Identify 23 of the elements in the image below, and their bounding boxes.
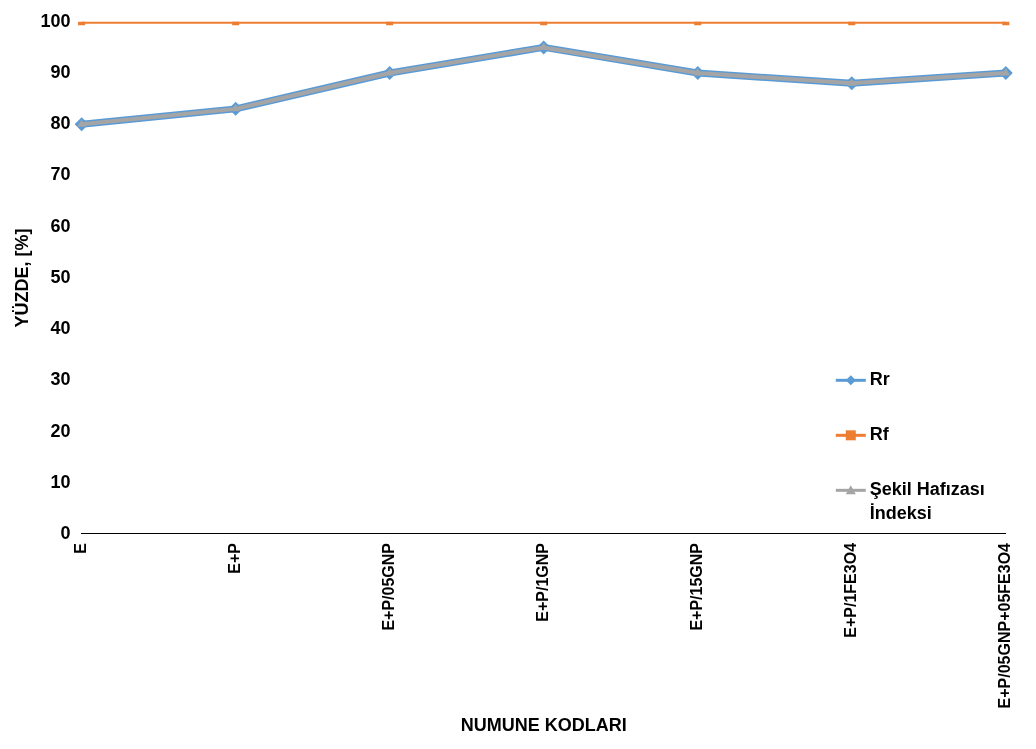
y-tick-label: 80 [50, 113, 71, 134]
y-tick-label: 0 [60, 522, 71, 543]
y-tick-label: 40 [50, 318, 71, 339]
y-tick-label: 90 [50, 61, 71, 82]
x-tick-label: E+P/1FE3O4 [842, 542, 860, 638]
y-tick-label: 10 [50, 471, 71, 492]
legend-label: Rr [869, 369, 890, 390]
y-tick-label: 50 [50, 266, 71, 287]
legend-label: Şekil Hafızası İndeksi [869, 479, 985, 524]
x-tick-label: E [72, 542, 90, 554]
y-tick-label: 20 [50, 420, 71, 441]
x-tick-label: E+P/15GNP [688, 542, 706, 631]
y-tick-label: 30 [50, 369, 71, 390]
x-tick-label: E+P [226, 542, 244, 574]
y-tick-label: 70 [50, 164, 71, 185]
y-tick-label: 100 [40, 10, 71, 31]
x-tick-label: E+P/05GNP [380, 542, 398, 631]
x-axis-title: NUMUNE KODLARI [460, 715, 627, 736]
y-tick-label: 60 [50, 215, 71, 236]
x-tick-label: E+P/05GNP+05FE3O4 [996, 542, 1014, 709]
x-tick-label: E+P/1GNP [534, 542, 552, 622]
legend-label: Rf [869, 424, 890, 445]
y-axis-title: YÜZDE, [%] [11, 228, 32, 328]
